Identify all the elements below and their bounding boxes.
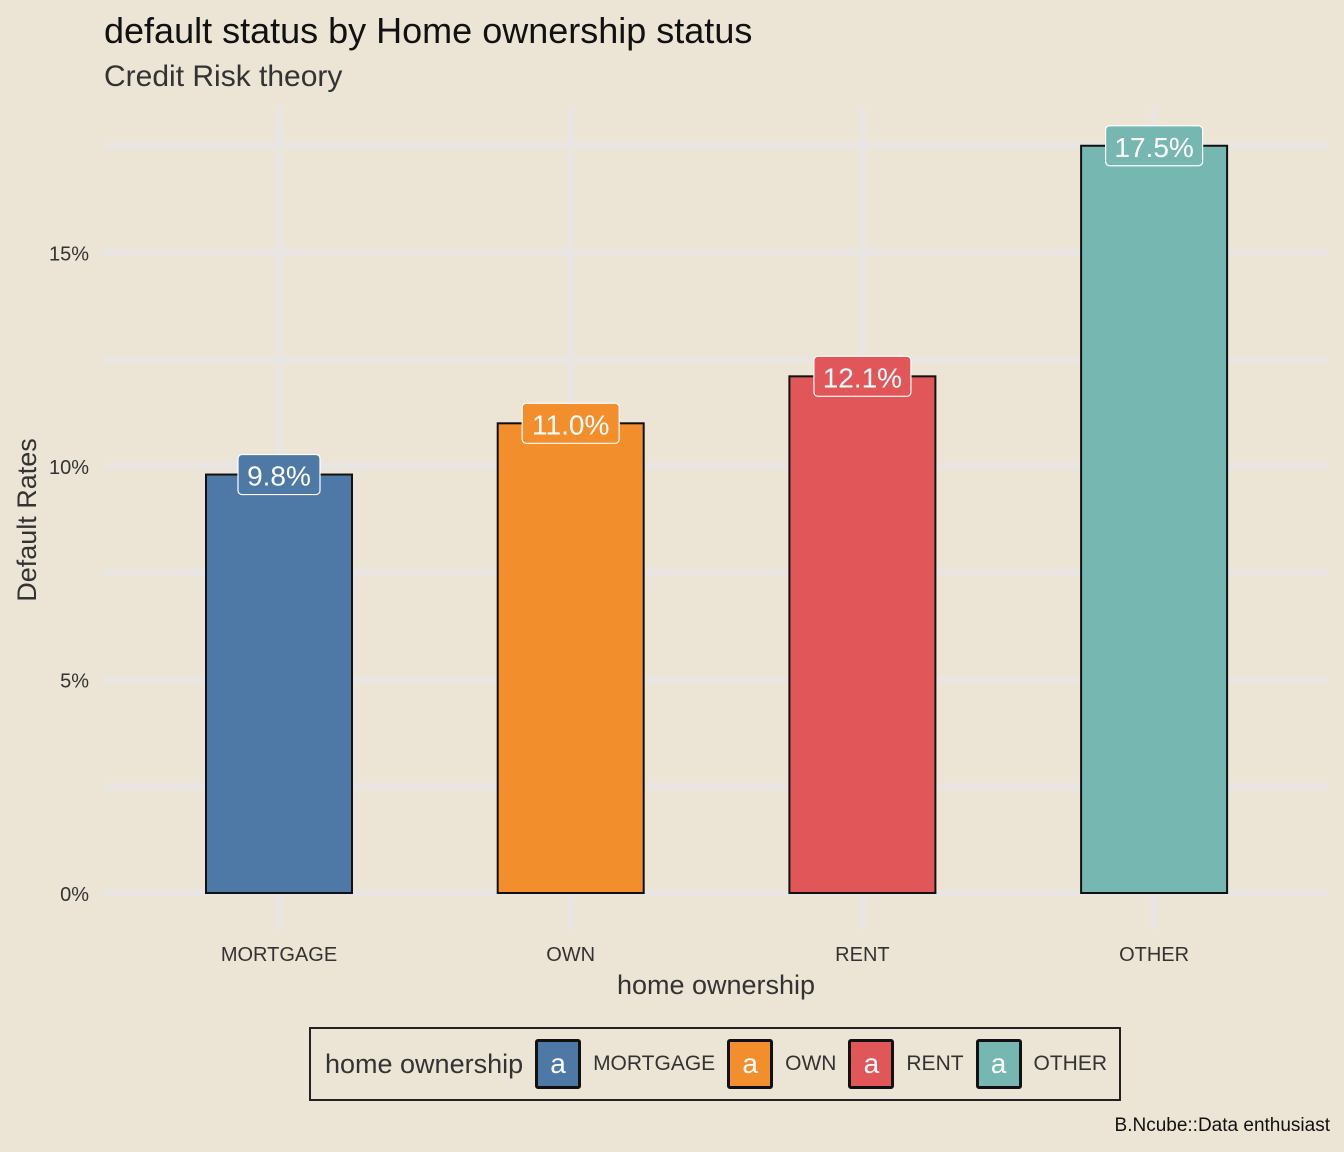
data-label: 17.5%	[1114, 132, 1193, 163]
y-axis-title: Default Rates	[12, 438, 42, 602]
legend-key-mortgage: a	[535, 1039, 582, 1089]
legend-label: OWN	[785, 1052, 837, 1075]
legend-label: OTHER	[1033, 1052, 1108, 1075]
legend-key-other: a	[975, 1039, 1022, 1089]
chart-subtitle: Credit Risk theory	[104, 60, 343, 93]
legend-title: home ownership	[325, 1048, 524, 1079]
x-tick-label: RENT	[835, 944, 889, 966]
x-tick-label: OWN	[546, 944, 595, 966]
axes: MORTGAGE OWN RENT OTHER 0% 5% 10% 15% home owner…	[12, 244, 1189, 1001]
data-labels: 9.8% 11.0% 12.1% 17.5%	[237, 125, 1204, 496]
bars	[205, 144, 1229, 894]
legend: home ownership a MORTGAGE a OWN a RENT a OTHER	[309, 1027, 1121, 1101]
data-label-box	[813, 355, 912, 397]
data-label-box	[1104, 125, 1204, 167]
x-tick-label: MORTGAGE	[221, 944, 337, 966]
data-label: 12.1%	[823, 362, 902, 393]
data-label: 11.0%	[532, 409, 609, 440]
chart-title: default status by Home ownership status	[104, 10, 753, 51]
bar-other	[1080, 144, 1229, 894]
y-tick-label: 10%	[49, 457, 89, 479]
bar-rent	[788, 375, 937, 894]
data-label: 9.8%	[247, 461, 311, 492]
bar-mortgage	[205, 473, 353, 894]
legend-key-own: a	[727, 1039, 774, 1089]
y-tick-label: 15%	[49, 244, 89, 266]
data-label-box	[237, 453, 321, 496]
x-tick-label: OTHER	[1119, 944, 1189, 966]
caption: B.Ncube::Data enthusiast	[1114, 1115, 1330, 1136]
y-tick-label: 5%	[60, 671, 89, 693]
data-label-box	[521, 402, 620, 444]
legend-label: RENT	[906, 1052, 964, 1075]
legend-key-rent: a	[848, 1039, 895, 1089]
bar-own	[496, 422, 645, 894]
x-axis-title: home ownership	[617, 970, 815, 1000]
legend-label: MORTGAGE	[593, 1052, 716, 1075]
y-tick-label: 0%	[60, 884, 89, 906]
